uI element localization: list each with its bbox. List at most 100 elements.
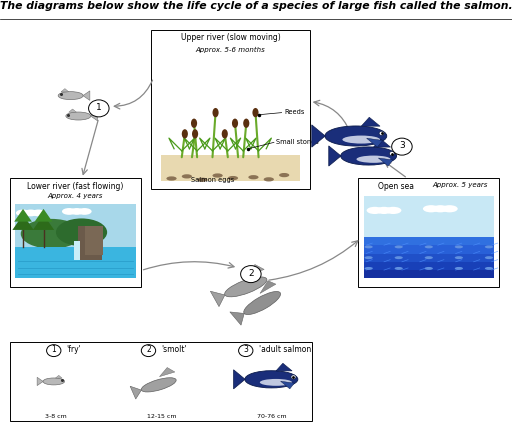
Ellipse shape [356, 156, 391, 163]
Ellipse shape [197, 178, 207, 182]
FancyBboxPatch shape [10, 342, 312, 421]
Circle shape [141, 345, 156, 357]
Bar [74, 241, 80, 260]
Circle shape [89, 100, 109, 117]
Polygon shape [233, 370, 245, 389]
Ellipse shape [365, 256, 373, 259]
Circle shape [241, 266, 261, 283]
Ellipse shape [212, 108, 219, 117]
Bar [364, 196, 494, 237]
Ellipse shape [191, 119, 197, 128]
Text: The diagrams below show the life cycle of a species of large fish called the sal: The diagrams below show the life cycle o… [0, 1, 512, 11]
Text: Lower river (fast flowing): Lower river (fast flowing) [27, 182, 124, 191]
Ellipse shape [423, 205, 439, 212]
Polygon shape [312, 125, 325, 147]
Text: 'adult salmon': 'adult salmon' [259, 345, 313, 354]
Bar [78, 226, 102, 260]
Ellipse shape [424, 256, 433, 259]
Ellipse shape [21, 219, 82, 249]
Ellipse shape [62, 208, 76, 215]
Polygon shape [210, 291, 225, 306]
Ellipse shape [260, 379, 292, 386]
Polygon shape [159, 368, 175, 377]
Polygon shape [55, 375, 62, 378]
Ellipse shape [485, 245, 493, 248]
Ellipse shape [56, 218, 107, 246]
Ellipse shape [279, 173, 289, 177]
Polygon shape [367, 138, 383, 147]
Polygon shape [91, 111, 97, 121]
Ellipse shape [340, 147, 397, 165]
Polygon shape [130, 386, 141, 399]
Ellipse shape [432, 205, 449, 212]
Ellipse shape [395, 267, 403, 270]
Ellipse shape [395, 245, 403, 248]
Polygon shape [61, 89, 69, 92]
Text: 2: 2 [248, 269, 253, 278]
Ellipse shape [376, 207, 392, 214]
Bar [15, 247, 136, 278]
Circle shape [239, 345, 253, 357]
Ellipse shape [365, 245, 373, 248]
Ellipse shape [485, 267, 493, 270]
Polygon shape [281, 381, 294, 389]
Text: Salmon eggs: Salmon eggs [191, 177, 234, 183]
Circle shape [291, 375, 296, 379]
Ellipse shape [245, 371, 298, 388]
Bar [364, 237, 494, 245]
Bar [364, 253, 494, 262]
Text: Approx. 4 years: Approx. 4 years [48, 193, 103, 199]
Ellipse shape [31, 210, 46, 216]
Ellipse shape [182, 129, 188, 139]
Ellipse shape [58, 92, 83, 99]
Ellipse shape [424, 245, 433, 248]
Text: 'fry': 'fry' [67, 345, 81, 354]
Ellipse shape [243, 119, 249, 128]
Ellipse shape [225, 277, 267, 297]
Text: 1: 1 [51, 345, 56, 354]
Ellipse shape [16, 210, 30, 216]
Ellipse shape [455, 256, 463, 259]
Text: 3: 3 [243, 345, 248, 354]
FancyBboxPatch shape [151, 30, 310, 189]
Bar [364, 270, 494, 278]
Text: 70-76 cm: 70-76 cm [257, 414, 286, 419]
FancyBboxPatch shape [10, 178, 141, 287]
Bar [364, 245, 494, 253]
Polygon shape [230, 312, 244, 325]
Bar [15, 204, 136, 250]
Ellipse shape [24, 210, 38, 216]
Polygon shape [361, 117, 380, 126]
Text: 3-8 cm: 3-8 cm [46, 414, 67, 419]
Text: 'smolt': 'smolt' [161, 345, 187, 354]
FancyBboxPatch shape [358, 178, 499, 287]
Ellipse shape [141, 378, 176, 392]
Ellipse shape [77, 208, 92, 215]
Ellipse shape [43, 378, 65, 385]
Ellipse shape [441, 205, 458, 212]
Ellipse shape [228, 176, 238, 180]
Circle shape [47, 345, 61, 357]
Text: 12-15 cm: 12-15 cm [146, 414, 176, 419]
Ellipse shape [455, 267, 463, 270]
Ellipse shape [365, 267, 373, 270]
Ellipse shape [367, 207, 383, 214]
Polygon shape [378, 158, 393, 166]
Bar [85, 226, 103, 255]
Ellipse shape [395, 256, 403, 259]
Ellipse shape [248, 175, 259, 179]
Circle shape [392, 138, 412, 155]
Ellipse shape [252, 108, 259, 117]
Text: Small stones: Small stones [276, 139, 319, 145]
Polygon shape [69, 109, 76, 112]
Ellipse shape [264, 177, 274, 181]
Bar [161, 155, 300, 181]
Polygon shape [83, 91, 90, 100]
Ellipse shape [244, 292, 281, 314]
Polygon shape [37, 377, 43, 385]
Text: 3: 3 [399, 141, 405, 150]
Ellipse shape [70, 208, 84, 215]
Text: Approx. 5 years: Approx. 5 years [432, 182, 487, 188]
Text: 2: 2 [146, 345, 151, 354]
Ellipse shape [212, 173, 223, 178]
